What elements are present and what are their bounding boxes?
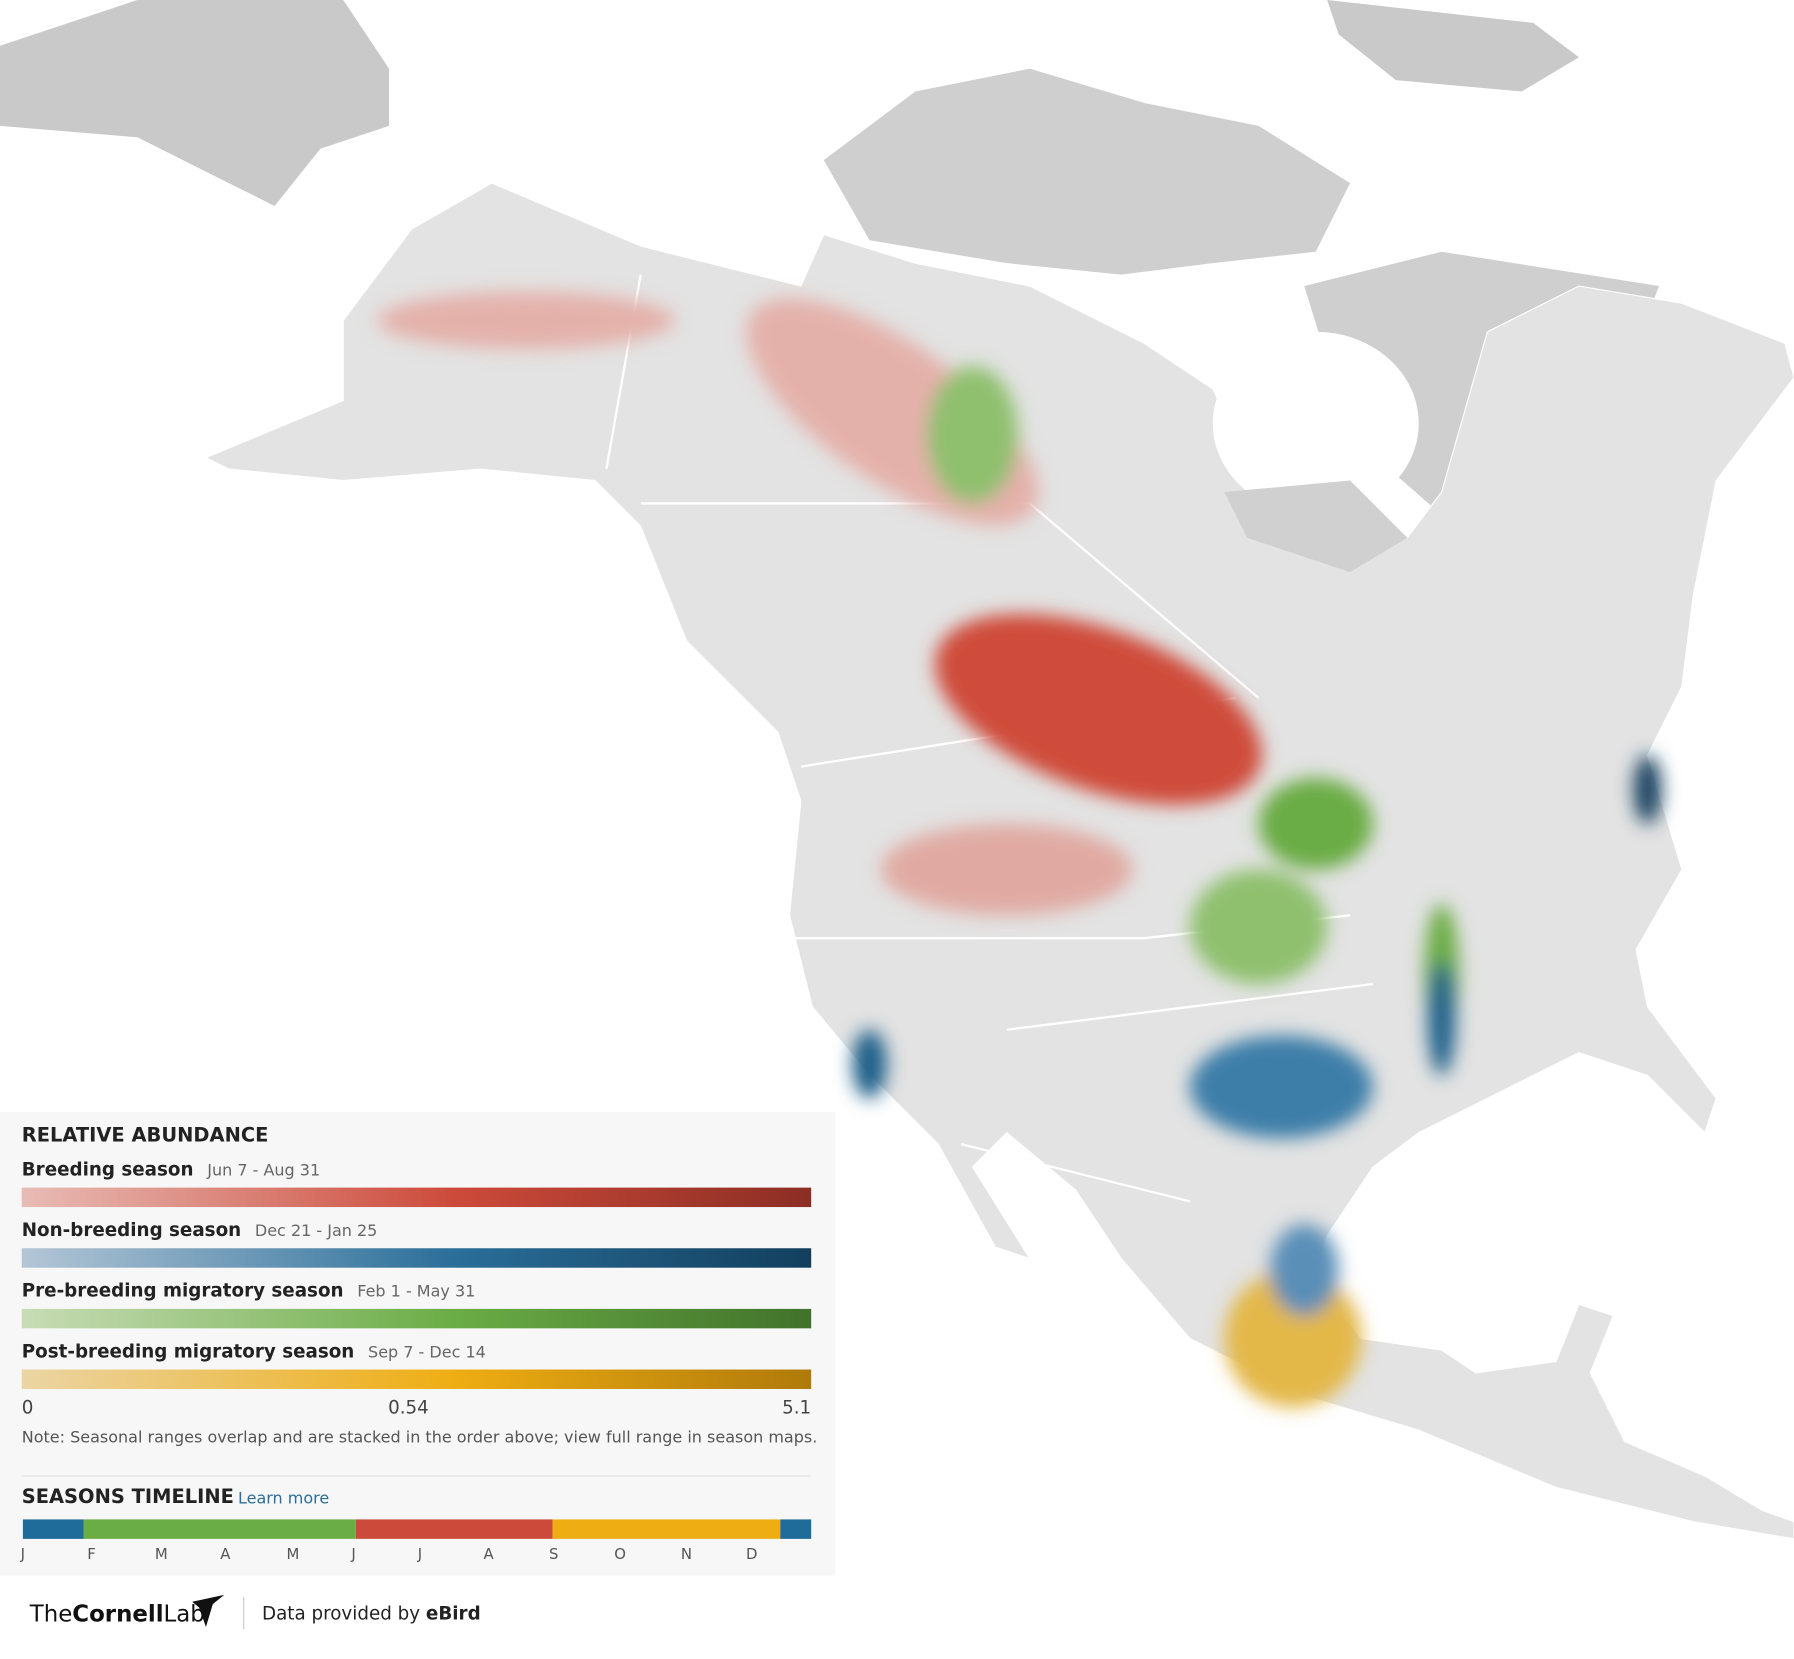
russia: [0, 0, 390, 206]
season-dates: Dec 21 - Jan 25: [255, 1221, 377, 1240]
hudson-south: [1224, 480, 1408, 573]
season-dates: Sep 7 - Dec 14: [368, 1342, 486, 1361]
scale-label: 0: [22, 1397, 34, 1418]
source: eBird: [426, 1603, 481, 1624]
month-label: J: [20, 1545, 25, 1563]
logo-part: The: [29, 1601, 73, 1627]
season-gradient: [21, 1369, 812, 1389]
legend-note: Note: Seasonal ranges overlap and are st…: [22, 1428, 818, 1447]
season-label: Post-breeding migratory season Sep 7 - De…: [22, 1341, 486, 1362]
month-label: F: [87, 1545, 96, 1563]
scale-label: 5.1: [782, 1397, 811, 1418]
season-gradient: [21, 1308, 812, 1329]
month-label: N: [681, 1545, 692, 1563]
legend-title: RELATIVE ABUNDANCE: [22, 1124, 269, 1147]
month-label: D: [746, 1545, 757, 1563]
timeline-title: SEASONS TIMELINE: [22, 1485, 234, 1508]
month-label: J: [350, 1545, 355, 1563]
logo-bird: [192, 1594, 225, 1627]
abundance: [377, 291, 1662, 1408]
greenland: [1327, 0, 1579, 92]
season-name: Non-breeding season: [22, 1220, 241, 1241]
credit: Data provided by: [262, 1603, 420, 1624]
arctic-islands: [823, 68, 1659, 515]
season-name: Post-breeding migratory season: [22, 1341, 355, 1362]
month-label: S: [549, 1545, 558, 1563]
month-label: M: [286, 1545, 299, 1563]
footer-credit: Data provided by eBird: [262, 1603, 481, 1624]
season-name: Breeding season: [22, 1159, 194, 1180]
timeline-bar: [22, 1519, 812, 1539]
season-dates: Feb 1 - May 31: [357, 1281, 475, 1300]
season-label: Non-breeding season Dec 21 - Jan 25: [22, 1220, 378, 1241]
month-label: M: [155, 1545, 168, 1563]
month-label: A: [483, 1545, 494, 1563]
learn-more-link[interactable]: Learn more: [238, 1488, 329, 1507]
season-gradient: [21, 1187, 812, 1208]
season-list: Breeding season Jun 7 - Aug 31 Non-breedin…: [21, 1159, 812, 1389]
scale-label: 0.54: [388, 1397, 429, 1418]
season-label: Pre-breeding migratory season Feb 1 - May…: [22, 1281, 476, 1302]
month-label: J: [417, 1545, 422, 1563]
logo: TheCornellLab: [29, 1601, 205, 1627]
logo-part: Cornell: [72, 1601, 163, 1627]
season-label: Breeding season Jun 7 - Aug 31: [22, 1159, 320, 1180]
season-dates: Jun 7 - Aug 31: [206, 1160, 320, 1179]
hudson-bay: [1212, 331, 1419, 515]
season-gradient: [21, 1248, 812, 1268]
month-label: O: [614, 1545, 626, 1563]
map: [0, 0, 1794, 1540]
month-label: A: [220, 1545, 231, 1563]
season-name: Pre-breeding migratory season: [22, 1281, 344, 1302]
